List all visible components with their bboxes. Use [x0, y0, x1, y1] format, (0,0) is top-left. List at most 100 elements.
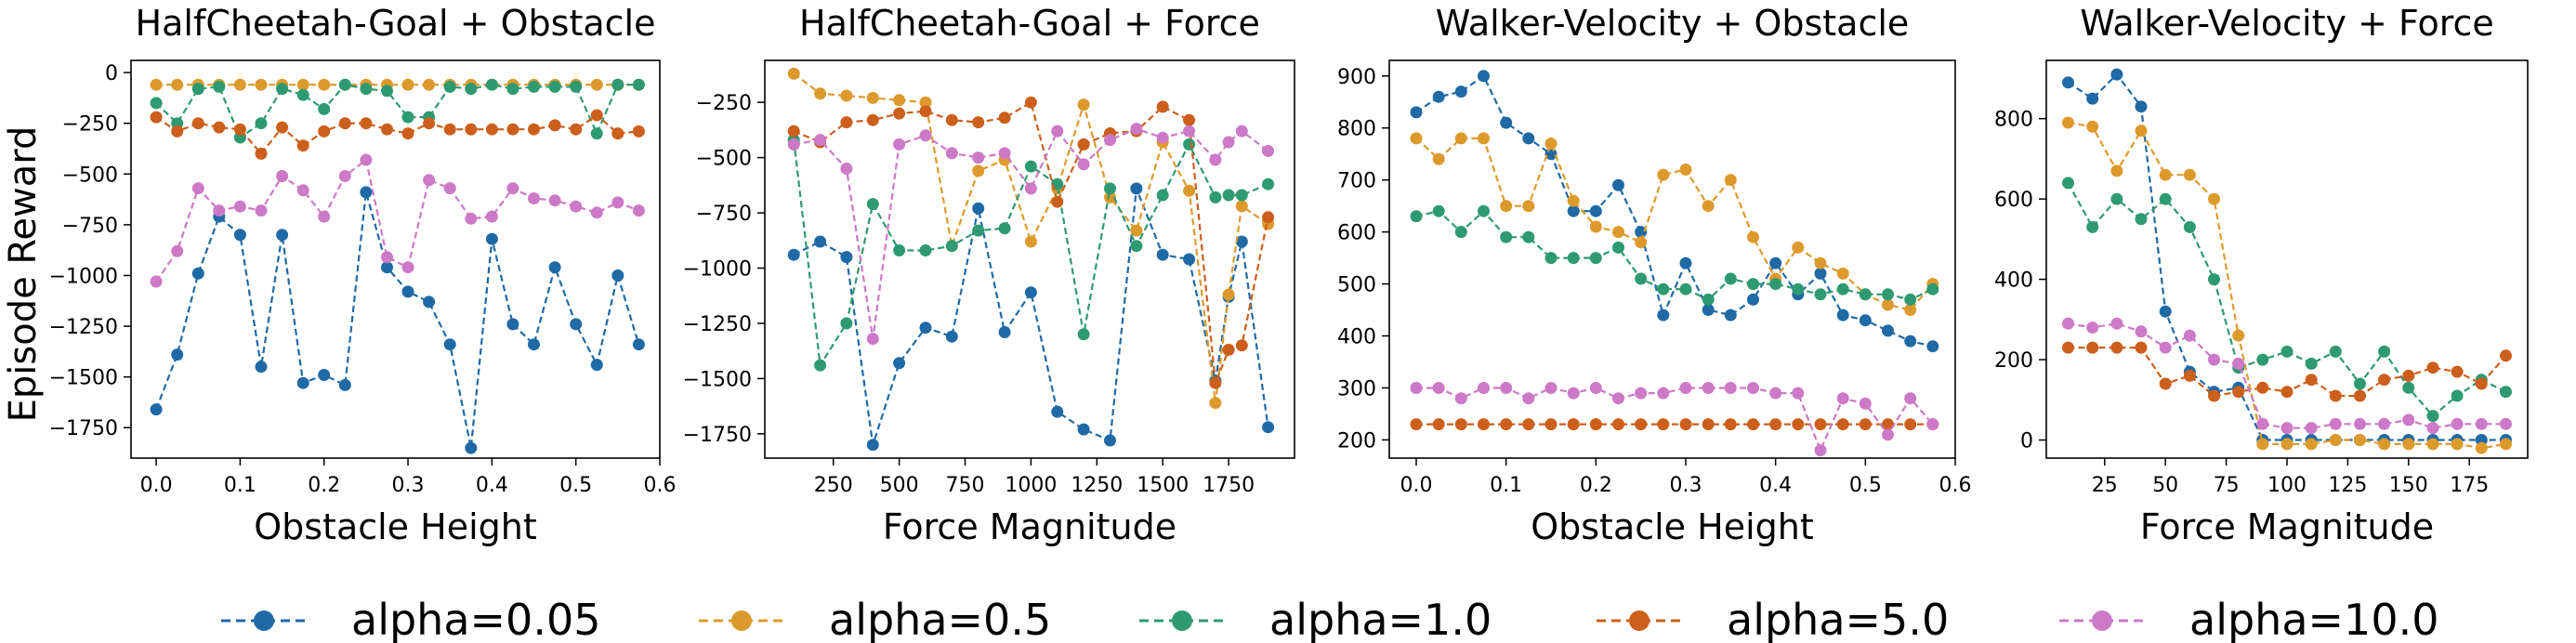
data-point: [1679, 418, 1692, 431]
legend-marker: [1172, 610, 1192, 631]
x-axis-label: Obstacle Height: [1531, 506, 1814, 547]
x-tick-label: 750: [946, 474, 985, 497]
data-point: [919, 322, 932, 335]
data-point: [1262, 211, 1275, 224]
data-point: [381, 261, 393, 274]
data-point: [401, 111, 414, 124]
data-point: [1836, 418, 1849, 431]
data-point: [1024, 160, 1037, 173]
x-tick-label: 0.6: [1939, 474, 1972, 497]
x-tick-label: 1750: [1203, 474, 1255, 497]
x-axis-label: Force Magnitude: [883, 506, 1176, 547]
data-point: [1522, 392, 1535, 405]
data-point: [191, 267, 204, 280]
data-point: [1724, 272, 1737, 285]
x-tick-label: 0.4: [1759, 474, 1792, 497]
data-point: [1183, 253, 1196, 266]
x-tick-label: 1250: [1071, 474, 1123, 497]
data-point: [2305, 357, 2318, 370]
legend-item: alpha=1.0: [1139, 595, 1492, 643]
data-point: [814, 87, 827, 100]
y-tick-label: 900: [1337, 66, 1376, 89]
data-point: [528, 123, 540, 136]
x-tick-label: 0.1: [224, 474, 256, 497]
y-tick-label: −1750: [49, 417, 118, 440]
data-point: [401, 285, 414, 298]
data-point: [632, 204, 645, 217]
data-point: [1410, 132, 1423, 145]
x-tick-label: 125: [2328, 474, 2367, 497]
data-point: [318, 125, 331, 138]
chart-panel-2: HalfCheetah-Goal + Force 250 500 750 1000 125…: [683, 3, 1295, 547]
data-point: [1724, 174, 1737, 187]
data-point: [2110, 341, 2123, 354]
data-point: [2159, 377, 2172, 390]
data-point: [893, 244, 906, 256]
data-point: [2354, 417, 2366, 430]
data-point: [465, 441, 478, 454]
y-tick-label: −250: [62, 113, 118, 137]
data-point: [2135, 325, 2148, 338]
data-point: [506, 123, 519, 136]
data-point: [814, 359, 827, 372]
data-point: [2329, 417, 2342, 430]
data-point: [840, 116, 853, 129]
data-point: [2135, 100, 2148, 113]
series-alpha=5.0: [1410, 418, 1939, 431]
data-point: [1051, 405, 1064, 418]
data-point: [2451, 365, 2464, 378]
y-tick-label: −1250: [49, 316, 118, 339]
data-point: [945, 330, 958, 343]
data-point: [1657, 308, 1670, 322]
data-point: [1500, 200, 1513, 213]
y-tick-label: −1750: [683, 424, 752, 447]
data-point: [1235, 235, 1248, 248]
data-point: [1130, 123, 1143, 136]
data-point: [1679, 382, 1692, 394]
data-point: [1183, 184, 1196, 197]
data-point: [1679, 256, 1692, 269]
data-point: [338, 170, 351, 182]
data-point: [2426, 410, 2439, 423]
series-alpha=0.5: [1410, 132, 1939, 316]
data-point: [276, 170, 289, 182]
data-point: [2475, 377, 2488, 390]
data-point: [2500, 349, 2512, 362]
data-point: [787, 248, 800, 261]
data-point: [1077, 98, 1090, 112]
data-point: [893, 107, 906, 120]
data-point: [2183, 329, 2196, 342]
data-point: [2159, 305, 2172, 318]
data-point: [1769, 418, 1782, 431]
series-alpha=1.0: [2062, 177, 2512, 423]
legend-label: alpha=10.0: [2189, 595, 2438, 643]
data-point: [1859, 397, 1872, 410]
data-point: [1792, 282, 1805, 295]
data-point: [191, 83, 204, 96]
data-point: [1589, 382, 1602, 394]
data-point: [1904, 335, 1917, 348]
legend-label: alpha=5.0: [1727, 595, 1949, 643]
data-point: [611, 269, 624, 282]
data-point: [1209, 190, 1222, 203]
x-tick-label: 0.4: [476, 474, 508, 497]
data-point: [528, 80, 540, 93]
x-tick-label: 0.0: [1400, 474, 1433, 497]
data-point: [1209, 376, 1222, 389]
data-point: [1544, 418, 1557, 431]
series-line: [155, 113, 639, 156]
data-point: [276, 83, 289, 96]
data-point: [2378, 417, 2391, 430]
data-point: [1222, 288, 1235, 301]
data-point: [2402, 438, 2415, 451]
series-alpha=5.0: [150, 109, 645, 160]
series-alpha=0.5: [2062, 116, 2512, 454]
y-tick-label: −1500: [683, 368, 752, 391]
data-point: [2208, 192, 2220, 205]
data-point: [1262, 177, 1275, 190]
data-point: [1156, 248, 1169, 261]
data-point: [1410, 382, 1423, 394]
x-tick-label: 500: [880, 474, 919, 497]
data-point: [360, 83, 373, 96]
plot-frame: [1388, 59, 1956, 459]
